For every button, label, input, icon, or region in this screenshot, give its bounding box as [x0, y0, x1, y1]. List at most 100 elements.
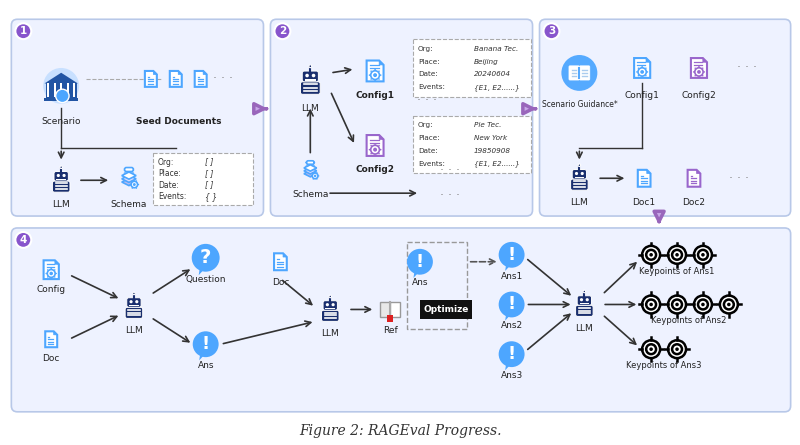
Circle shape [380, 149, 382, 150]
Text: Doc: Doc [272, 278, 289, 287]
Circle shape [193, 332, 218, 357]
Polygon shape [304, 165, 317, 171]
Text: Doc: Doc [42, 354, 60, 363]
Text: !: ! [507, 295, 516, 313]
Text: Config1: Config1 [355, 91, 394, 100]
Text: LLM: LLM [125, 326, 143, 336]
Text: [ ]: [ ] [205, 181, 213, 190]
FancyBboxPatch shape [539, 19, 790, 216]
Text: Keypoints of Ans1: Keypoints of Ans1 [639, 267, 714, 276]
Text: Config: Config [37, 285, 66, 294]
Circle shape [668, 295, 686, 313]
Circle shape [701, 253, 705, 257]
Text: 2: 2 [278, 26, 286, 36]
Circle shape [316, 172, 318, 174]
Polygon shape [638, 170, 650, 187]
Circle shape [130, 184, 131, 185]
Circle shape [55, 273, 57, 274]
Bar [579, 303, 589, 304]
Bar [54, 84, 55, 97]
Polygon shape [379, 135, 383, 139]
Circle shape [130, 300, 133, 303]
Polygon shape [203, 71, 206, 74]
Polygon shape [691, 58, 707, 78]
Circle shape [312, 74, 315, 77]
Polygon shape [46, 332, 57, 347]
FancyBboxPatch shape [302, 71, 318, 82]
Circle shape [56, 89, 69, 102]
Circle shape [312, 173, 318, 179]
Text: Banana Tec.: Banana Tec. [474, 46, 518, 52]
Text: Figure 2: RAGEval Progress.: Figure 2: RAGEval Progress. [298, 424, 502, 438]
Bar [420, 299, 472, 320]
Circle shape [578, 164, 581, 166]
FancyBboxPatch shape [570, 179, 588, 190]
Circle shape [646, 344, 656, 354]
Circle shape [694, 68, 703, 76]
Text: Question: Question [186, 275, 226, 283]
Polygon shape [122, 175, 136, 182]
Text: · · ·: · · · [417, 94, 437, 107]
Circle shape [636, 71, 638, 73]
Text: Ans3: Ans3 [501, 371, 522, 380]
FancyBboxPatch shape [125, 168, 134, 171]
Circle shape [702, 75, 703, 77]
Polygon shape [122, 178, 136, 186]
Text: Pie Tec.: Pie Tec. [474, 122, 502, 128]
Circle shape [703, 71, 705, 73]
FancyBboxPatch shape [306, 169, 314, 172]
Polygon shape [198, 266, 207, 275]
FancyBboxPatch shape [301, 82, 320, 94]
Text: · · ·: · · · [213, 73, 233, 85]
Circle shape [697, 70, 701, 74]
FancyBboxPatch shape [53, 181, 70, 192]
Circle shape [370, 71, 379, 80]
Circle shape [672, 250, 682, 260]
Text: Ref: Ref [382, 326, 398, 336]
Text: Config2: Config2 [682, 91, 716, 100]
Circle shape [498, 341, 525, 367]
Text: [ ]: [ ] [205, 158, 213, 166]
Circle shape [694, 295, 712, 313]
FancyBboxPatch shape [575, 305, 593, 316]
Circle shape [374, 154, 376, 156]
Circle shape [133, 183, 136, 186]
Circle shape [54, 269, 55, 271]
FancyBboxPatch shape [306, 165, 314, 168]
Polygon shape [703, 58, 707, 62]
Circle shape [47, 276, 48, 278]
Text: LLM: LLM [52, 200, 70, 209]
Text: Ans1: Ans1 [501, 272, 522, 281]
FancyBboxPatch shape [11, 228, 790, 412]
Circle shape [646, 71, 648, 73]
Circle shape [136, 187, 137, 189]
Circle shape [724, 299, 734, 309]
Circle shape [60, 166, 62, 169]
Polygon shape [274, 253, 286, 270]
Text: Org:: Org: [418, 122, 434, 128]
Text: Config2: Config2 [355, 166, 394, 174]
Text: Ans: Ans [412, 278, 428, 287]
Circle shape [374, 143, 376, 145]
Polygon shape [122, 172, 136, 179]
Circle shape [645, 68, 646, 69]
Bar [326, 308, 335, 309]
Polygon shape [199, 352, 207, 360]
Text: Events:: Events: [158, 192, 186, 201]
Circle shape [701, 303, 705, 306]
FancyBboxPatch shape [125, 177, 134, 180]
Circle shape [369, 74, 370, 76]
Circle shape [378, 145, 380, 146]
Text: Optimize: Optimize [423, 305, 469, 314]
Text: · · ·: · · · [440, 164, 460, 177]
Circle shape [638, 68, 639, 69]
FancyBboxPatch shape [569, 66, 579, 80]
Circle shape [642, 77, 643, 78]
Bar [407, 242, 466, 329]
Text: Ans2: Ans2 [501, 321, 522, 330]
Text: Seed Documents: Seed Documents [136, 117, 222, 125]
Circle shape [133, 292, 135, 295]
Bar [46, 84, 77, 98]
Circle shape [370, 145, 372, 146]
Circle shape [46, 273, 47, 274]
